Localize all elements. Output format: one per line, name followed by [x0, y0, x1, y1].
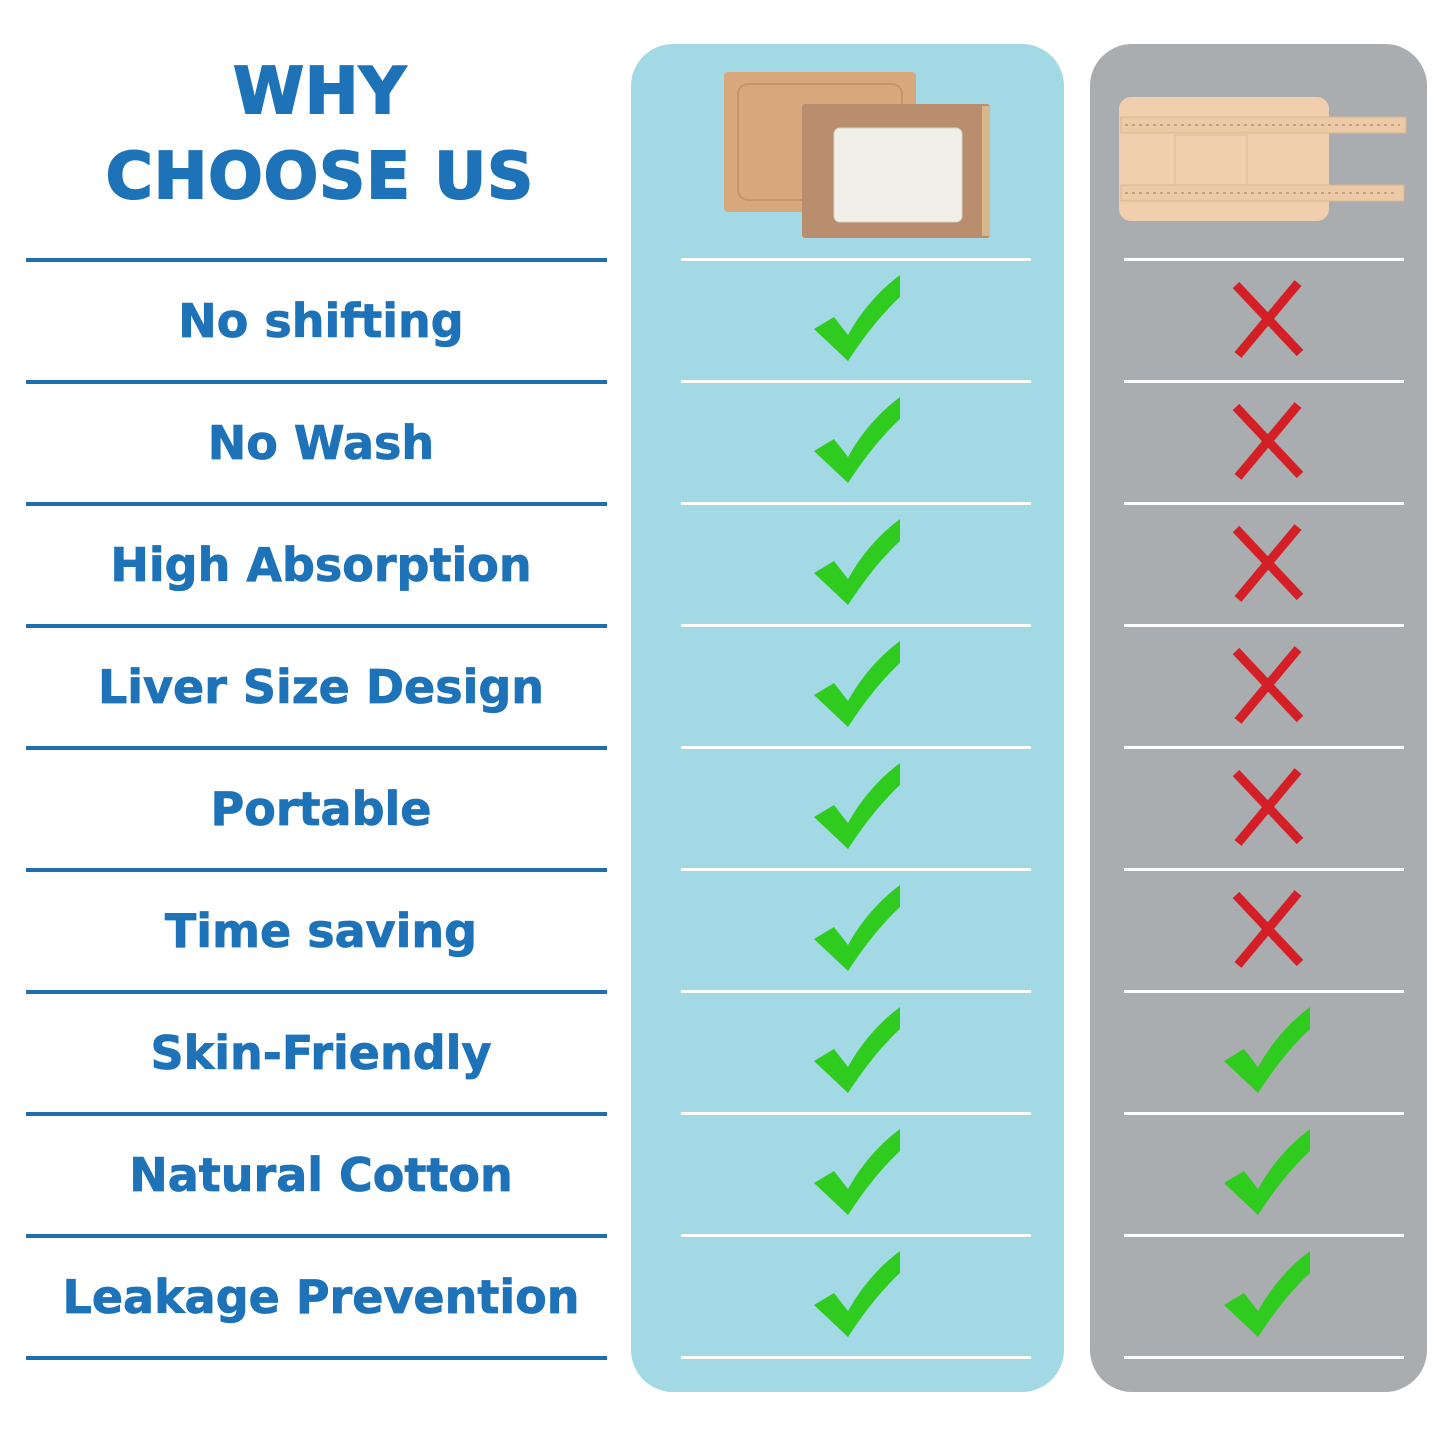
- check-icon: [814, 1129, 900, 1215]
- row-divider: [681, 990, 1031, 993]
- cross-icon: [1232, 768, 1304, 846]
- row-divider: [26, 258, 607, 262]
- row-divider: [26, 624, 607, 628]
- row-divider: [681, 1112, 1031, 1115]
- competitor-product-column: [1090, 44, 1427, 1392]
- row-divider: [26, 868, 607, 872]
- feature-label: Liver Size Design: [97, 660, 545, 715]
- row-divider: [1124, 868, 1404, 871]
- check-icon: [814, 275, 900, 361]
- row-divider: [681, 1356, 1031, 1359]
- feature-label: Time saving: [164, 904, 478, 959]
- row-divider: [681, 502, 1031, 505]
- adhesive-pad-product-image: [724, 72, 990, 238]
- row-divider: [681, 1234, 1031, 1237]
- row-divider: [26, 1234, 607, 1238]
- row-divider: [1124, 502, 1404, 505]
- check-icon: [814, 397, 900, 483]
- cross-icon: [1232, 524, 1304, 602]
- check-icon: [814, 885, 900, 971]
- row-divider: [1124, 1234, 1404, 1237]
- cross-icon: [1232, 890, 1304, 968]
- row-divider: [1124, 380, 1404, 383]
- title-line-1: WHY: [232, 55, 407, 129]
- row-divider: [26, 1112, 607, 1116]
- feature-label: Portable: [210, 782, 432, 837]
- feature-label: No shifting: [178, 294, 464, 349]
- feature-label: High Absorption: [110, 538, 532, 593]
- row-divider: [26, 380, 607, 384]
- feature-label: Skin-Friendly: [150, 1026, 492, 1081]
- feature-label: Leakage Prevention: [62, 1270, 580, 1325]
- check-icon: [1224, 1251, 1310, 1337]
- cross-icon: [1232, 646, 1304, 724]
- row-divider: [681, 868, 1031, 871]
- cross-icon: [1232, 402, 1304, 480]
- fabric-strap-pouch-product-image: [1119, 97, 1407, 221]
- row-divider: [26, 502, 607, 506]
- row-divider: [1124, 1356, 1404, 1359]
- feature-label: No Wash: [207, 416, 435, 471]
- check-icon: [814, 519, 900, 605]
- row-divider: [26, 1356, 607, 1360]
- cross-icon: [1232, 280, 1304, 358]
- check-icon: [814, 763, 900, 849]
- row-divider: [1124, 746, 1404, 749]
- check-icon: [814, 641, 900, 727]
- feature-label: Natural Cotton: [129, 1148, 513, 1203]
- row-divider: [1124, 624, 1404, 627]
- row-divider: [681, 258, 1031, 261]
- row-divider: [681, 380, 1031, 383]
- row-divider: [681, 624, 1031, 627]
- row-divider: [26, 746, 607, 750]
- check-icon: [1224, 1007, 1310, 1093]
- check-icon: [1224, 1129, 1310, 1215]
- title-line-2: CHOOSE US: [105, 140, 535, 214]
- check-icon: [814, 1007, 900, 1093]
- check-icon: [814, 1251, 900, 1337]
- row-divider: [1124, 258, 1404, 261]
- row-divider: [26, 990, 607, 994]
- row-divider: [1124, 990, 1404, 993]
- row-divider: [681, 746, 1031, 749]
- row-divider: [1124, 1112, 1404, 1115]
